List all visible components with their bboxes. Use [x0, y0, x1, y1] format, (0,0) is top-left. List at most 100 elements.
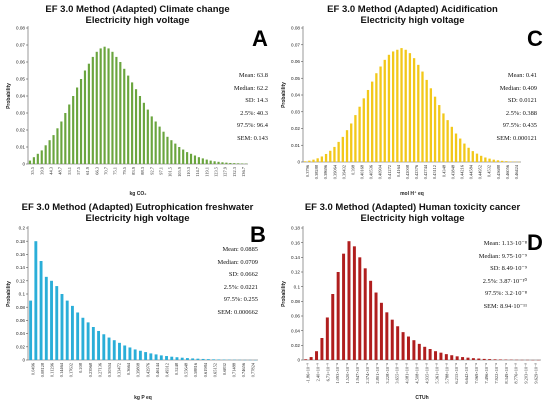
x-tick-label: 0.55648	[184, 362, 189, 377]
histogram-bar	[482, 358, 486, 360]
histogram-bar	[34, 241, 38, 360]
histogram-bar	[434, 351, 438, 360]
stat-median: Median: 62.2	[233, 84, 268, 92]
y-tick-label: 0.06	[16, 60, 25, 65]
histogram-bar	[196, 358, 200, 360]
histogram-bar	[123, 345, 127, 360]
panel-title: EF 3.0 Method (Adapted) Climate change E…	[0, 4, 275, 26]
x-tick-label: 0.40168	[360, 164, 365, 179]
x-tick-label: 0.40536	[369, 164, 374, 179]
x-axis-label: CTUh	[415, 395, 428, 401]
stat-p2-5: 2.5%: 0.0221	[223, 283, 258, 291]
x-tick-label: 0.4164	[396, 164, 401, 177]
histogram-bar	[336, 272, 340, 360]
histogram-bar	[107, 48, 110, 164]
histogram-bar	[391, 51, 395, 163]
histogram-bar	[99, 48, 102, 164]
panel-title-line-1: EF 3.0 Method (Adapted) Climate change	[45, 4, 230, 15]
y-tick-label: 0.14	[16, 265, 25, 270]
y-tick-label: 0.06	[16, 318, 25, 323]
histogram-bar	[425, 79, 428, 162]
x-tick-label: 88.3	[140, 166, 145, 174]
histogram-bar	[463, 143, 466, 162]
histogram-bar	[97, 330, 101, 360]
histogram-bar	[60, 121, 63, 164]
panel-title-line-1: EF 3.0 Method (Adapted) Acidification	[327, 4, 498, 15]
histogram-bar	[417, 64, 420, 162]
histogram-bar	[119, 62, 122, 164]
histogram-bar	[374, 292, 378, 360]
stat-sd: SD: 8.49·10⁻⁹	[490, 265, 527, 272]
y-tick-label: 0.02	[291, 343, 300, 348]
y-axis-label: Probability	[281, 82, 287, 108]
x-tick-label: 4.508×10⁻⁸	[415, 363, 420, 384]
histogram-bar	[379, 66, 382, 162]
y-tick-label: 0	[22, 162, 25, 167]
y-axis-label: Probability	[6, 83, 12, 109]
stats-box: Mean: 1.13·10⁻⁸ Median: 9.75·10⁻⁹ SD: 8.…	[447, 238, 527, 313]
x-tick-label: 6.642×10⁻⁸	[464, 363, 469, 384]
histogram-climate-change: 0 0.01 0.02 0.03 0.04 0.05 0.06 0.07 0.08 35.5 39.…	[6, 26, 248, 197]
x-tick-label: 39.9	[39, 166, 44, 174]
x-tick-label: 132.3	[232, 166, 237, 177]
y-tick-label: 0.18	[16, 239, 25, 244]
x-tick-label: 0.6832	[222, 363, 227, 375]
y-tick-label: 0.04	[16, 331, 25, 336]
x-tick-label: 0.33472	[117, 363, 122, 377]
panel-letter: D	[527, 230, 543, 255]
y-tick-label: 0.04	[291, 93, 300, 98]
histogram-bar	[64, 113, 67, 164]
histogram-bar	[32, 157, 35, 164]
histogram-bar	[44, 276, 48, 360]
stat-sd: SD: 0.0121	[507, 97, 537, 104]
histogram-bar	[166, 136, 169, 164]
panel-title: EF 3.0 Method (Adapted) Human toxicity c…	[275, 202, 550, 224]
x-tick-label: 0.38696	[323, 164, 328, 179]
histogram-bar	[133, 349, 137, 360]
stat-p2-5: 2.5%: 3.87·10⁻¹⁰	[482, 277, 527, 285]
histogram-bar	[39, 261, 43, 360]
y-tick-label: 0.18	[291, 226, 300, 231]
histogram-bar	[162, 131, 165, 164]
histogram-bar	[496, 160, 500, 162]
x-tick-label: 0.42976	[145, 362, 150, 377]
x-tick-label: 61.9	[85, 166, 90, 174]
x-axis-label: kg CO₂	[130, 191, 147, 197]
histogram-bar	[205, 159, 208, 164]
x-tick-label: 105.9	[177, 166, 182, 177]
histogram-bar	[466, 357, 470, 360]
y-tick-label: 0.08	[291, 299, 300, 304]
x-tick-label: 0.61984	[203, 362, 208, 377]
x-tick-label: 101.5	[168, 166, 173, 177]
histogram-bar	[225, 162, 228, 164]
histogram-bar	[154, 354, 158, 360]
histogram-bar	[342, 253, 346, 360]
histogram-bar	[112, 340, 116, 360]
histogram-bar	[174, 143, 177, 164]
histogram-bar	[102, 334, 106, 360]
histogram-bar	[505, 161, 508, 162]
histogram-bar	[60, 294, 64, 360]
x-tick-label: 3.655×10⁻⁸	[395, 363, 400, 384]
histogram-bar	[406, 336, 410, 360]
panel-human-toxicity: EF 3.0 Method (Adapted) Human toxicity c…	[275, 198, 550, 402]
histogram-bar	[87, 63, 90, 165]
x-tick-label: 7.922×10⁻⁸	[494, 363, 499, 384]
histogram-bar	[379, 302, 383, 360]
histogram-bar	[396, 49, 399, 162]
x-tick-label: 4.935×10⁻⁸	[424, 363, 429, 384]
histogram-bar	[81, 317, 85, 360]
y-tick-label: 0.12	[291, 270, 300, 275]
histogram-bar	[315, 351, 319, 360]
x-tick-label: 0.3664	[126, 362, 131, 375]
stat-sd: SD: 14.3	[245, 97, 268, 104]
x-tick-label: 44.3	[48, 166, 53, 174]
x-tick-label: 57.5	[76, 166, 81, 174]
histogram-bar	[111, 51, 114, 164]
histogram-bar	[404, 49, 407, 162]
histogram-bar	[477, 358, 481, 360]
histogram-bar	[303, 161, 307, 162]
stat-p97-5: 97.5%: 0.435	[502, 122, 537, 129]
x-tick-label: 53.1	[67, 167, 72, 175]
histogram-bar	[446, 120, 449, 163]
